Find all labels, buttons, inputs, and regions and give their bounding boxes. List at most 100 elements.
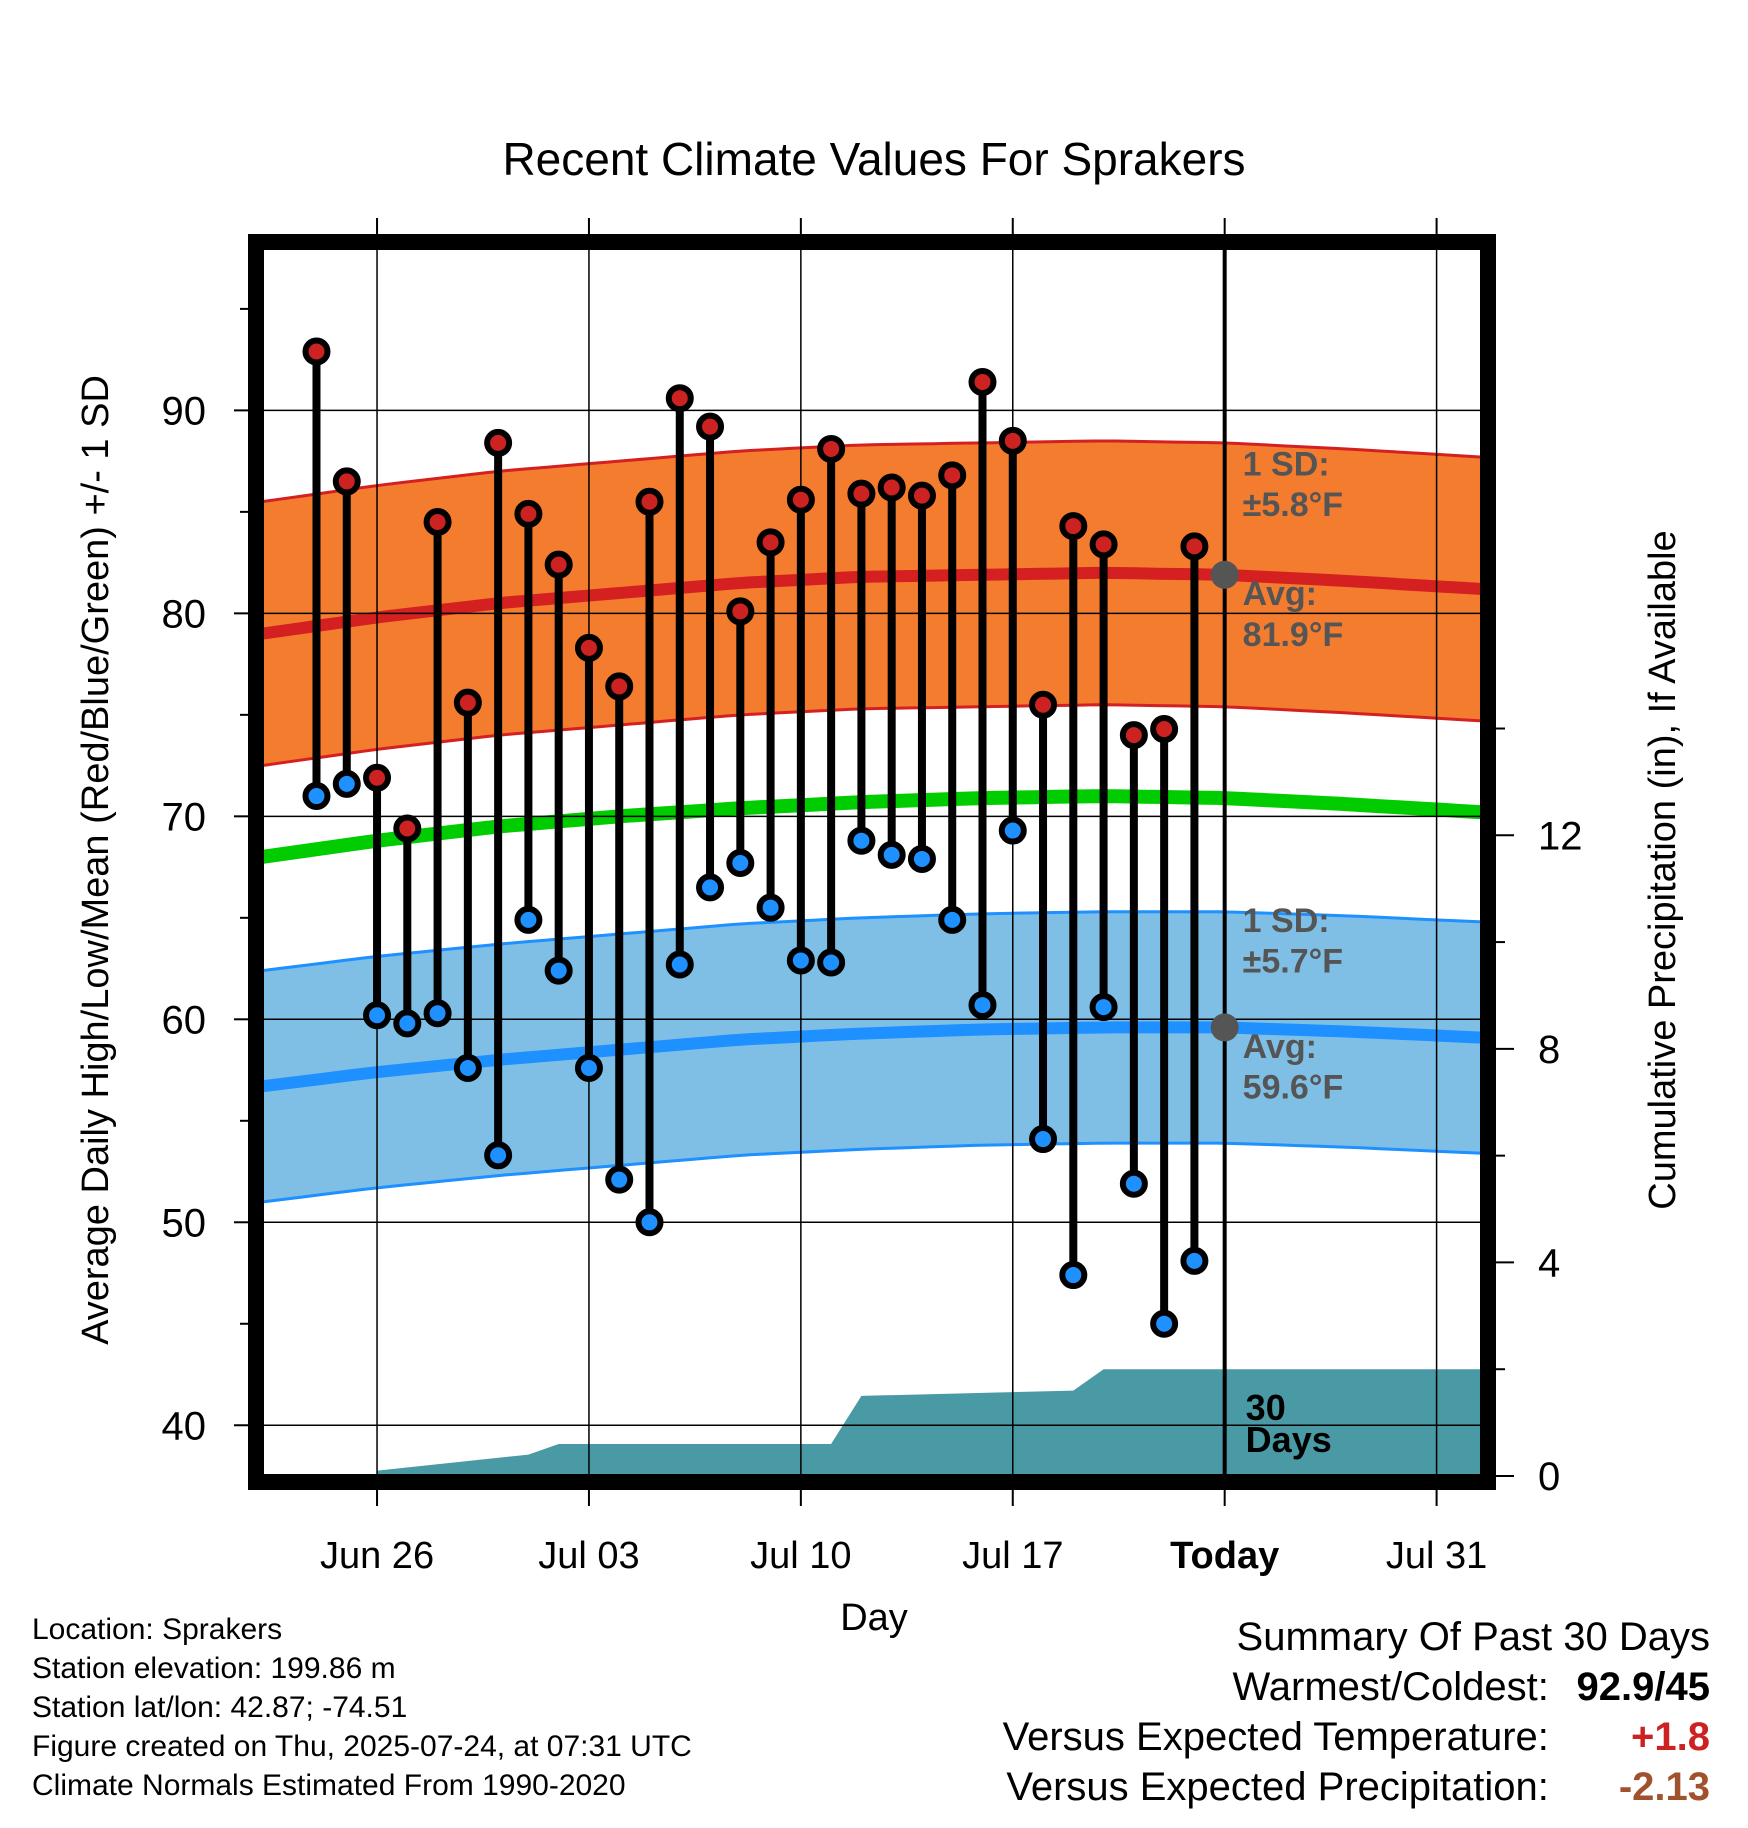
daily-high-point	[484, 428, 513, 457]
x-tick-label: Jul 03	[538, 1535, 639, 1577]
daily-high-point	[665, 384, 694, 413]
daily-high-point	[847, 479, 876, 508]
x-tick-label: Jul 10	[750, 1535, 851, 1577]
temp-label: Versus Expected Temperature:	[1002, 1715, 1549, 1759]
daily-low-point	[1089, 993, 1118, 1022]
summary-warm-cold-row: Warmest/Coldest: 92.9/45	[1003, 1662, 1711, 1712]
summary-precip-row: Versus Expected Precipitation: -2.13	[1003, 1762, 1710, 1812]
daily-high-point	[544, 550, 573, 579]
station-info: Location: Sprakers Station elevation: 19…	[32, 1610, 692, 1805]
daily-low-point	[1180, 1246, 1209, 1275]
high-avg-marker	[1210, 560, 1239, 589]
daily-high-point	[363, 763, 392, 792]
daily-high-point	[332, 467, 361, 496]
daily-high-point	[998, 426, 1027, 455]
precip-label: Versus Expected Precipitation:	[1006, 1765, 1549, 1809]
high-normal-band-upper-edge	[262, 439, 1482, 504]
daily-low-point	[453, 1054, 482, 1083]
precip-area	[377, 1369, 1482, 1476]
daily-low-point	[302, 782, 331, 811]
daily-low-point	[484, 1141, 513, 1170]
low-avg-marker	[1210, 1013, 1239, 1042]
high-avg-value: 81.9°F	[1243, 616, 1344, 654]
daily-high-point	[877, 473, 906, 502]
daily-low-point	[938, 905, 967, 934]
low-normal-band	[262, 911, 1482, 1202]
normals-text: Climate Normals Estimated From 1990-2020	[32, 1769, 626, 1802]
daily-high-point	[302, 337, 331, 366]
daily-high-point	[1150, 715, 1179, 744]
warm-cold-value: 92.9/45	[1576, 1665, 1710, 1709]
y2-tick-label: 0	[1538, 1455, 1560, 1499]
high-avg-label: Avg:	[1243, 575, 1317, 613]
y-axis-label: Average Daily High/Low/Mean (Red/Blue/Gr…	[75, 375, 117, 1345]
daily-low-point	[605, 1165, 634, 1194]
daily-high-point	[453, 688, 482, 717]
summary-temp-row: Versus Expected Temperature: +1.8	[1003, 1712, 1710, 1762]
daily-low-point	[574, 1054, 603, 1083]
daily-high-point	[968, 367, 997, 396]
temp-value: +1.8	[1631, 1715, 1710, 1759]
days-label-number: 30	[1246, 1387, 1286, 1428]
daily-low-point	[544, 956, 573, 985]
daily-high-point	[1180, 532, 1209, 561]
daily-high-point	[756, 528, 785, 557]
daily-low-point	[1119, 1169, 1148, 1198]
chart-title: Recent Climate Values For Sprakers	[502, 133, 1245, 185]
daily-low-point	[877, 840, 906, 869]
daily-high-point	[1089, 530, 1118, 559]
daily-low-point	[635, 1208, 664, 1237]
low-avg-value: 59.6°F	[1243, 1068, 1344, 1106]
high-normal-band	[262, 441, 1482, 766]
y-tick-label: 80	[162, 592, 207, 636]
warm-cold-label: Warmest/Coldest:	[1232, 1665, 1549, 1709]
daily-low-point	[665, 950, 694, 979]
daily-high-point	[726, 597, 755, 626]
daily-low-point	[1029, 1125, 1058, 1154]
y2-tick-label: 4	[1538, 1241, 1560, 1285]
x-axis-label: Day	[840, 1597, 908, 1639]
low-sd-label: 1 SD:	[1243, 902, 1330, 940]
daily-high-point	[574, 633, 603, 662]
y-tick-label: 60	[162, 998, 207, 1042]
normal-high-line	[262, 566, 1482, 640]
daily-high-point	[393, 814, 422, 843]
y-tick-label: 40	[162, 1404, 207, 1448]
daily-high-point	[605, 672, 634, 701]
daily-low-point	[696, 873, 725, 902]
low-sd-value: ±5.7°F	[1243, 943, 1343, 981]
high-sd-value: ±5.8°F	[1243, 486, 1343, 524]
plot-frame	[248, 234, 1496, 1490]
daily-low-point	[363, 1001, 392, 1030]
location-text: Location: Sprakers	[32, 1613, 283, 1646]
daily-high-point	[423, 508, 452, 537]
precip-value: -2.13	[1618, 1765, 1710, 1809]
daily-low-point	[817, 948, 846, 977]
daily-low-point	[1150, 1309, 1179, 1338]
daily-low-point	[423, 999, 452, 1028]
elevation-text: Station elevation: 199.86 m	[32, 1652, 396, 1685]
summary-title: Summary Of Past 30 Days	[1236, 1615, 1710, 1659]
daily-low-point	[847, 826, 876, 855]
low-normal-band-lower-edge	[262, 1141, 1482, 1204]
daily-high-point	[938, 461, 967, 490]
daily-low-point	[393, 1009, 422, 1038]
days-label-word: Days	[1246, 1419, 1332, 1460]
low-avg-label: Avg:	[1243, 1028, 1317, 1066]
daily-low-point	[726, 849, 755, 878]
created-text: Figure created on Thu, 2025-07-24, at 07…	[32, 1730, 692, 1763]
y-tick-label: 90	[162, 389, 207, 433]
high-sd-label: 1 SD:	[1243, 445, 1330, 483]
daily-high-point	[1029, 690, 1058, 719]
daily-low-point	[514, 905, 543, 934]
summary-panel: Summary Of Past 30 Days Warmest/Coldest:…	[1003, 1612, 1710, 1812]
daily-high-point	[514, 499, 543, 528]
x-tick-label: Jun 26	[320, 1535, 434, 1577]
daily-high-point	[907, 481, 936, 510]
daily-low-point	[998, 816, 1027, 845]
y-tick-label: 50	[162, 1201, 207, 1245]
daily-high-point	[1059, 512, 1088, 541]
daily-low-point	[332, 769, 361, 798]
